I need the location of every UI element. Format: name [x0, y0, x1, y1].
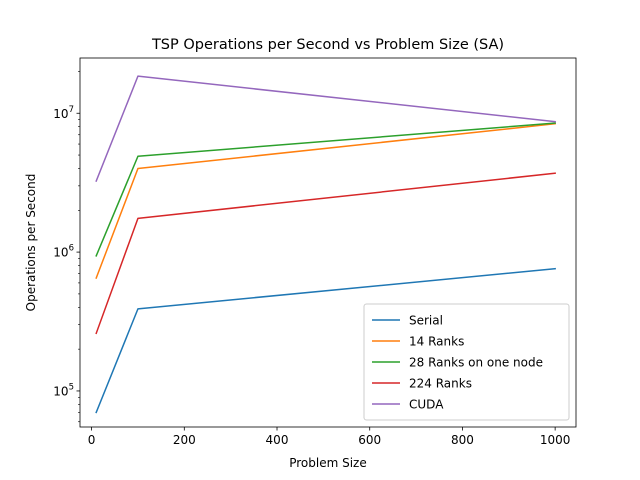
legend-label: Serial: [409, 314, 443, 328]
x-axis: 0 200 400 600 800 1000: [88, 427, 571, 447]
y-tick-label: 105: [53, 382, 74, 398]
legend-label: 14 Ranks: [409, 335, 464, 349]
y-axis: 105 106 107: [53, 71, 80, 423]
legend-label: 28 Ranks on one node: [409, 356, 543, 370]
x-tick-label: 200: [173, 433, 196, 447]
y-tick-label: 106: [53, 244, 74, 260]
legend-box: [363, 303, 570, 421]
series-layer: [95, 75, 556, 414]
legend-label: CUDA: [409, 398, 444, 412]
y-tick-label: 107: [53, 105, 74, 121]
x-tick-label: 400: [266, 433, 289, 447]
y-axis-label: Operations per Second: [24, 174, 38, 312]
x-tick-label: 600: [358, 433, 381, 447]
x-tick-label: 1000: [540, 433, 571, 447]
legend-label: 224 Ranks: [409, 377, 472, 391]
plot-area: [79, 57, 577, 428]
series-line: [95, 75, 556, 183]
chart-title: TSP Operations per Second vs Problem Siz…: [151, 37, 504, 53]
x-tick-label: 0: [88, 433, 96, 447]
legend: Serial 14 Ranks 28 Ranks on one node 224 Ra…: [363, 303, 570, 421]
x-tick-label: 800: [451, 433, 474, 447]
series-line: [95, 172, 556, 335]
series-line: [95, 122, 556, 257]
series-line: [95, 267, 556, 414]
x-axis-label: Problem Size: [289, 456, 367, 470]
plot-frame: [79, 57, 577, 428]
series-line: [95, 122, 556, 280]
